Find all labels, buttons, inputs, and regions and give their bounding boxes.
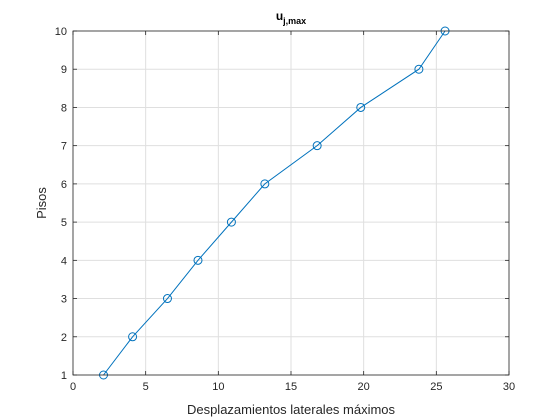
y-tick-label: 1 [61, 370, 67, 382]
y-tick-label: 6 [61, 179, 67, 191]
data-point-marker [312, 141, 322, 151]
x-tick-label: 20 [358, 381, 370, 393]
axis-ticks: 0 5 10 15 20 25 30 1 2 3 4 5 6 7 8 9 10 [55, 26, 515, 393]
y-tick-label: 5 [61, 217, 67, 229]
y-tick-label: 9 [61, 64, 67, 76]
y-tick-label: 2 [61, 332, 67, 344]
x-tick-label: 15 [285, 381, 297, 393]
y-tick-label: 3 [61, 294, 67, 306]
x-tick-label: 25 [430, 381, 442, 393]
chart-title-main: u [276, 9, 283, 23]
data-point-marker [226, 217, 236, 227]
x-tick-label: 10 [212, 381, 224, 393]
data-point-marker [260, 179, 270, 189]
y-tick-label: 4 [61, 255, 67, 267]
y-tick-label: 8 [61, 102, 67, 114]
x-tick-label: 5 [143, 381, 149, 393]
x-tick-label: 0 [70, 381, 76, 393]
data-point-marker [356, 102, 366, 112]
x-tick-label: 30 [503, 381, 515, 393]
chart-title: uj,max [276, 9, 306, 26]
y-tick-label: 7 [61, 141, 67, 153]
data-point-marker [162, 294, 172, 304]
data-point-marker [414, 64, 424, 74]
x-axis-label: Desplazamientos laterales máximos [187, 402, 396, 417]
chart-title-subscript: j,max [282, 16, 306, 26]
series-line [103, 30, 446, 376]
y-axis-label: Pisos [34, 187, 49, 219]
data-point-marker [128, 332, 138, 342]
data-point-marker [193, 255, 203, 265]
y-tick-label: 10 [55, 26, 67, 38]
